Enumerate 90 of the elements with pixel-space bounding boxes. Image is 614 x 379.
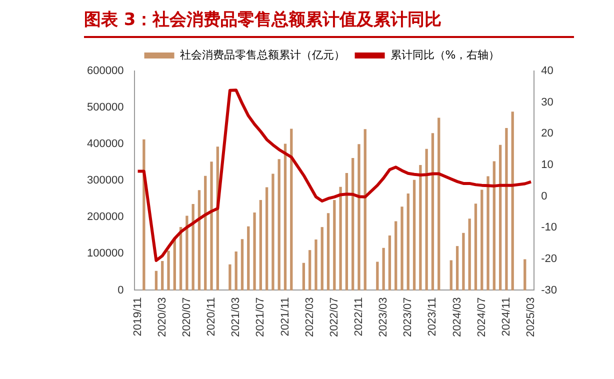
x-tick-label: 2022/11 — [353, 297, 366, 336]
bar — [431, 133, 434, 290]
bar — [498, 144, 502, 290]
bar — [388, 235, 392, 290]
bar — [308, 250, 312, 290]
y2-tick-label: 0 — [541, 190, 548, 202]
bar — [265, 187, 268, 290]
x-tick-label: 2024/11 — [500, 297, 512, 336]
bar — [474, 204, 478, 290]
legend-label: 累计同比（%，右轴） — [390, 48, 500, 62]
bar — [259, 200, 262, 290]
bar — [320, 227, 324, 290]
legend-label: 社会消费品零售总额累计（亿元） — [180, 48, 345, 62]
bar — [492, 161, 496, 290]
bar — [345, 172, 348, 290]
bar — [161, 261, 164, 290]
x-tick-label: 2023/07 — [402, 297, 414, 338]
x-tick-label: 2019/11 — [132, 297, 144, 336]
bar — [142, 139, 146, 290]
bar — [456, 246, 459, 290]
bar — [272, 174, 274, 290]
bar — [253, 212, 256, 290]
x-tick-label: 2025/03 — [525, 297, 538, 338]
bar — [394, 221, 398, 290]
bar — [511, 112, 514, 290]
bar — [480, 190, 484, 290]
bar — [167, 250, 170, 290]
bar — [192, 204, 194, 290]
y2-tick-label: -10 — [541, 222, 558, 234]
x-tick-label: 2021/11 — [279, 297, 292, 336]
bar — [486, 176, 490, 290]
y2-tick-label: 10 — [541, 158, 554, 171]
bar — [247, 226, 250, 290]
y-tick-label: 500000 — [86, 102, 124, 114]
bar — [382, 248, 385, 290]
bar — [333, 200, 336, 290]
bar — [302, 262, 306, 290]
y2-tick-label: -30 — [541, 284, 558, 296]
bar — [376, 262, 379, 290]
bar — [326, 213, 330, 290]
bar — [524, 259, 526, 290]
bar — [173, 239, 176, 290]
x-tick-label: 2020/07 — [180, 297, 193, 338]
bar — [154, 270, 158, 290]
bar — [234, 252, 238, 290]
x-tick-label: 2020/03 — [156, 297, 168, 338]
bar — [468, 218, 471, 290]
x-tick-label: 2021/03 — [230, 297, 242, 338]
bar — [278, 159, 280, 290]
chart-title: 图表 3：社会消费品零售总额累计值及累计同比 — [84, 8, 574, 38]
bar — [240, 239, 244, 290]
x-tick-label: 2023/03 — [378, 297, 390, 338]
y-tick-label: 400000 — [86, 138, 124, 150]
bar — [419, 164, 422, 290]
y-tick-label: 600000 — [86, 65, 124, 78]
bar — [400, 206, 404, 290]
x-tick-label: 2024/03 — [451, 297, 464, 338]
bar — [284, 144, 287, 290]
bar — [450, 260, 452, 290]
bar — [204, 176, 207, 290]
bar — [364, 129, 366, 290]
y2-tick-label: 30 — [541, 96, 554, 108]
bar — [505, 128, 508, 290]
y2-tick-label: 20 — [541, 128, 554, 140]
x-tick-label: 2022/03 — [304, 297, 316, 338]
y2-tick-label: 40 — [541, 65, 554, 78]
bar — [339, 186, 342, 290]
bar — [290, 128, 293, 290]
bar — [198, 190, 201, 290]
bar — [438, 118, 440, 290]
bar — [406, 193, 410, 290]
y-tick-label: 200000 — [86, 211, 124, 224]
x-tick-label: 2022/07 — [328, 297, 340, 338]
bar — [210, 162, 213, 290]
x-tick-label: 2020/11 — [206, 297, 218, 336]
x-tick-label: 2023/11 — [426, 297, 439, 336]
bar — [462, 232, 465, 290]
bar — [314, 239, 318, 290]
bar — [228, 264, 232, 290]
bar — [412, 180, 416, 290]
y-tick-label: 100000 — [86, 248, 124, 260]
y-tick-label: 300000 — [86, 174, 124, 187]
bar — [352, 158, 354, 290]
x-tick-label: 2024/07 — [476, 297, 488, 338]
bar — [358, 144, 360, 290]
x-tick-label: 2021/07 — [254, 297, 267, 338]
bar — [186, 216, 188, 290]
y-tick-label: 0 — [118, 284, 124, 296]
y2-tick-label: -20 — [541, 252, 558, 265]
bar — [425, 148, 428, 290]
